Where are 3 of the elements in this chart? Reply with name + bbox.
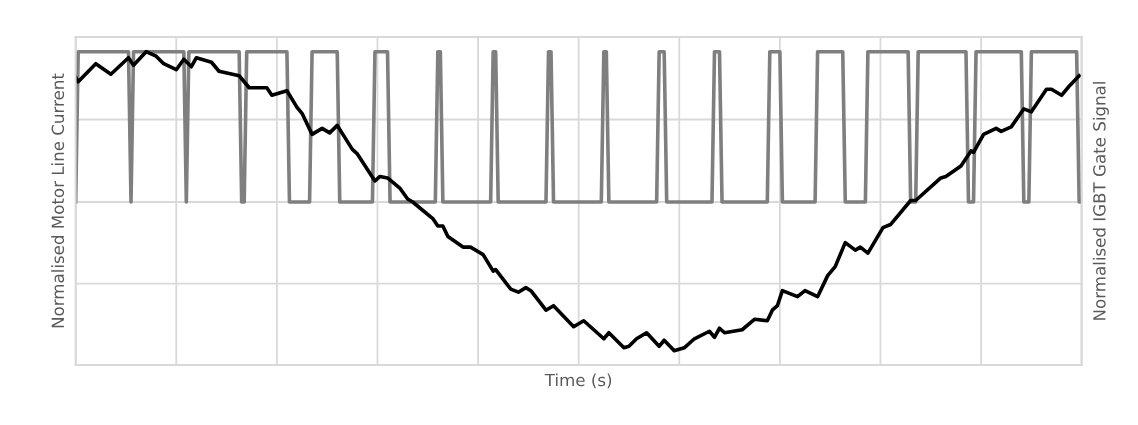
y2-axis-title: Normalised IGBT Gate Signal [1092, 82, 1109, 320]
y-axis-title: Normalised Motor Line Current [51, 73, 65, 328]
x-axis-title: Time (s) [544, 373, 612, 389]
